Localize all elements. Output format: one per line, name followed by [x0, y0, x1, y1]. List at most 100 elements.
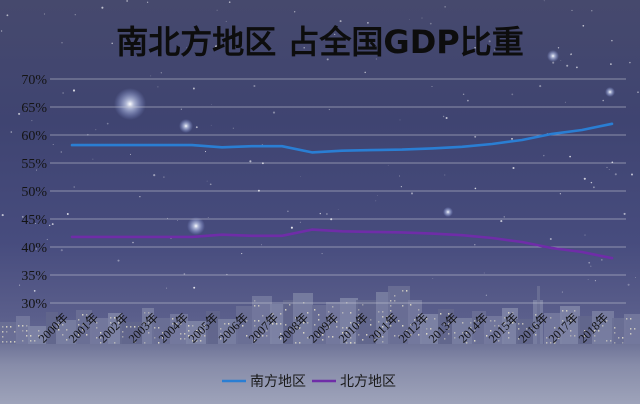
window-light — [196, 330, 198, 332]
window-light — [570, 315, 572, 317]
star — [543, 154, 545, 157]
window-light — [574, 335, 576, 337]
window-light — [62, 334, 64, 336]
window-light — [444, 338, 446, 340]
window-light — [18, 325, 20, 327]
star — [442, 115, 445, 118]
window-light — [512, 322, 514, 324]
window-light — [346, 332, 348, 334]
building — [388, 286, 410, 346]
window-light — [402, 305, 404, 307]
window-light — [204, 325, 206, 327]
star — [602, 99, 604, 102]
window-light — [546, 342, 548, 344]
window-light — [508, 332, 510, 334]
window-light — [626, 318, 628, 320]
star — [569, 155, 571, 158]
window-light — [546, 337, 548, 339]
window-light — [390, 305, 392, 307]
window-light — [346, 342, 348, 344]
window-light — [382, 336, 384, 338]
window-light — [634, 328, 636, 330]
window-light — [350, 312, 352, 314]
building — [438, 309, 454, 346]
window-light — [82, 324, 84, 326]
window-light — [332, 336, 334, 338]
building — [293, 293, 313, 346]
building — [516, 319, 534, 346]
window-light — [390, 325, 392, 327]
star — [35, 248, 37, 250]
window-light — [454, 332, 456, 334]
window-light — [554, 327, 556, 329]
window-light — [598, 330, 600, 332]
y-tick-label: 65% — [21, 101, 47, 116]
window-light — [594, 340, 596, 342]
star — [399, 175, 401, 177]
star — [583, 177, 586, 180]
building — [537, 286, 540, 346]
star — [337, 209, 339, 210]
window-light — [66, 329, 68, 331]
y-tick-label: 50% — [21, 185, 47, 200]
star — [33, 290, 36, 292]
bright-star — [605, 87, 615, 97]
window-light — [614, 332, 616, 334]
window-light — [602, 320, 604, 322]
window-light — [114, 342, 116, 344]
window-light — [220, 338, 222, 340]
star — [543, 0, 545, 2]
window-light — [630, 333, 632, 335]
star — [590, 181, 593, 184]
window-light — [188, 335, 190, 337]
y-axis-labels: 70% 65% 60% 55% 50% 45% 40% 35% 30% — [21, 73, 47, 312]
window-light — [228, 333, 230, 335]
window-light — [138, 326, 140, 328]
star — [582, 24, 585, 27]
star — [106, 122, 109, 125]
star — [300, 176, 302, 177]
window-light — [280, 323, 282, 325]
window-light — [110, 317, 112, 319]
window-light — [602, 325, 604, 327]
window-light — [434, 333, 436, 335]
star — [584, 234, 586, 236]
star — [399, 119, 401, 121]
star — [43, 13, 46, 15]
window-light — [289, 329, 291, 331]
building — [472, 311, 486, 346]
window-light — [530, 328, 532, 330]
window-light — [307, 312, 309, 314]
window-light — [440, 313, 442, 315]
window-light — [299, 342, 301, 344]
window-light — [426, 333, 428, 335]
window-light — [26, 335, 28, 337]
star — [485, 294, 488, 296]
window-light — [180, 323, 182, 325]
window-light — [2, 336, 4, 338]
window-light — [272, 318, 274, 320]
window-light — [570, 335, 572, 337]
window-light — [478, 320, 480, 322]
window-light — [285, 309, 287, 311]
building — [120, 322, 144, 346]
star — [588, 261, 591, 264]
star — [347, 39, 349, 41]
star — [326, 58, 329, 61]
window-light — [318, 334, 320, 336]
star — [210, 103, 212, 105]
window-light — [594, 335, 596, 337]
window-light — [358, 319, 360, 321]
building — [236, 306, 252, 346]
star — [575, 66, 578, 69]
y-tick-label: 60% — [21, 129, 47, 144]
star — [432, 278, 434, 279]
window-light — [144, 322, 146, 324]
building — [46, 312, 58, 346]
window-light — [266, 320, 268, 322]
window-light — [462, 332, 464, 334]
window-light — [606, 340, 608, 342]
star — [150, 75, 152, 77]
window-light — [512, 312, 514, 314]
star — [611, 39, 613, 42]
